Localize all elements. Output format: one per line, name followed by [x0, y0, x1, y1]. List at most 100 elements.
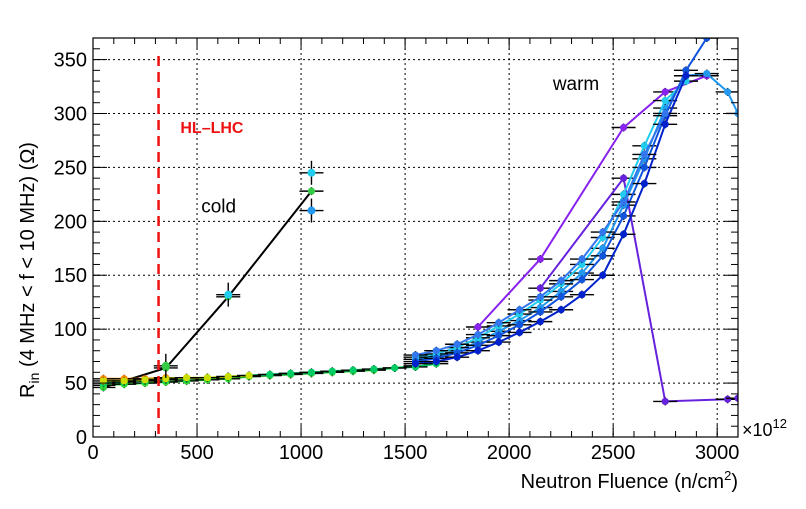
data-point — [307, 168, 316, 177]
data-point — [307, 368, 316, 376]
data-point — [515, 328, 524, 336]
data-point — [578, 291, 586, 299]
data-point — [578, 260, 586, 269]
y-tick-label: 0 — [76, 427, 87, 449]
data-point — [723, 395, 732, 403]
data-point — [474, 330, 482, 339]
data-point — [245, 371, 253, 380]
data-point — [557, 293, 565, 301]
data-point — [162, 375, 170, 383]
data-point — [266, 370, 274, 379]
data-point — [224, 290, 233, 299]
data-point — [619, 123, 628, 132]
data-point — [536, 255, 544, 263]
grid-lines — [93, 38, 738, 437]
data-point — [203, 374, 212, 382]
data-point — [120, 377, 128, 385]
data-point — [599, 271, 607, 279]
labels-layer: Rin (4 MHz < f < 10 MHz) (Ω) Neutron Flu… — [17, 50, 787, 493]
series-warm-7 — [403, 109, 678, 360]
y-tick-label: 200 — [54, 211, 87, 233]
data-point — [578, 275, 586, 284]
data-point — [432, 347, 440, 355]
data-point — [287, 369, 295, 377]
data-point — [557, 277, 565, 285]
isolated-point — [299, 160, 324, 185]
data-point — [536, 318, 544, 326]
data-point — [557, 306, 565, 314]
isolated-point — [153, 353, 178, 378]
data-point — [578, 255, 586, 263]
series-warm-6 — [403, 71, 698, 368]
x-tick-label: 3000 — [695, 442, 740, 464]
data-point — [640, 142, 648, 150]
data-point — [640, 150, 648, 159]
data-point — [599, 228, 607, 236]
series-line — [415, 75, 687, 365]
data-point — [661, 120, 669, 128]
data-point — [161, 361, 170, 370]
x-tick-label: 2000 — [487, 442, 532, 464]
data-point — [536, 308, 544, 316]
data-point — [640, 179, 648, 188]
series-layer — [93, 38, 738, 406]
data-point — [703, 69, 711, 78]
data-point — [349, 366, 357, 374]
data-point — [370, 365, 378, 373]
data-point — [640, 163, 648, 172]
data-point — [495, 319, 503, 327]
data-point — [619, 230, 628, 238]
data-point — [557, 287, 565, 296]
y-tick-label: 300 — [54, 103, 87, 125]
annotation: cold — [201, 197, 236, 218]
data-point — [515, 321, 524, 329]
data-point — [661, 109, 669, 118]
data-point — [474, 323, 482, 331]
annotation: warm — [552, 74, 599, 95]
x-tick-label: 500 — [180, 442, 213, 464]
data-point — [619, 198, 628, 206]
series-line — [103, 190, 313, 389]
series-warm-2 — [528, 174, 738, 406]
data-point — [411, 360, 420, 368]
data-point — [661, 397, 669, 406]
y-tick-label: 100 — [54, 319, 87, 341]
x-tick-label: 1500 — [383, 442, 428, 464]
data-point — [682, 72, 690, 80]
isolated-point — [216, 282, 241, 307]
data-point — [619, 174, 628, 182]
annotation: HL–LHC — [180, 120, 244, 137]
axes — [92, 37, 739, 438]
y-tick-label: 150 — [54, 265, 87, 287]
y-tick-label: 350 — [54, 50, 87, 72]
data-point — [495, 338, 503, 346]
y-tick-label: 50 — [65, 373, 87, 395]
data-point — [661, 96, 669, 105]
data-point — [328, 367, 336, 375]
data-point — [619, 212, 628, 220]
data-point — [432, 357, 440, 366]
data-point — [307, 206, 316, 215]
x-tick-label: 1000 — [279, 442, 324, 464]
data-point — [578, 269, 586, 277]
data-point — [474, 341, 482, 349]
data-point — [183, 374, 191, 382]
x-axis-label: Neutron Fluence (n/cm2) — [521, 468, 738, 493]
data-point — [723, 88, 732, 96]
x-exponent-label: ×1012 — [742, 416, 787, 440]
y-tick-label: 250 — [54, 157, 87, 179]
data-point — [453, 340, 461, 348]
x-tick-label: 2500 — [591, 442, 636, 464]
y-axis-label: Rin (4 MHz < f < 10 MHz) (Ω) — [17, 142, 42, 398]
data-point — [474, 347, 482, 355]
data-point — [734, 394, 738, 402]
isolated-point — [299, 198, 324, 223]
data-point — [141, 376, 149, 384]
series-cold-d — [93, 371, 262, 385]
data-point — [391, 364, 399, 372]
data-point — [661, 88, 669, 96]
data-point — [411, 351, 420, 359]
data-point — [536, 293, 544, 301]
data-point — [307, 187, 316, 195]
